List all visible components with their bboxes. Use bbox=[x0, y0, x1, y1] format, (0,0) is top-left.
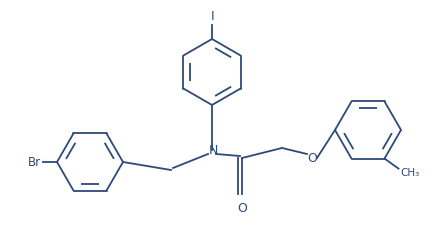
Text: O: O bbox=[307, 152, 317, 164]
Text: O: O bbox=[237, 202, 247, 215]
Text: CH₃: CH₃ bbox=[401, 168, 420, 177]
Text: I: I bbox=[211, 10, 215, 23]
Text: Br: Br bbox=[28, 156, 41, 169]
Text: N: N bbox=[208, 144, 218, 157]
